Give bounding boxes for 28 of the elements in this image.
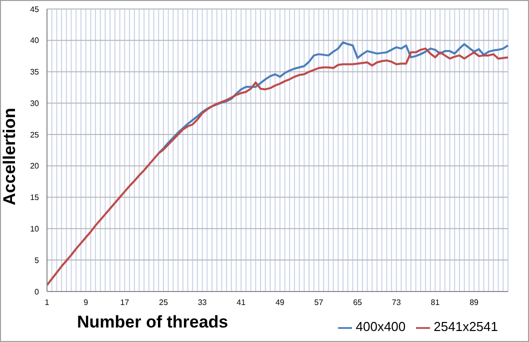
x-tick-label: 1 <box>44 298 50 308</box>
y-tick-label: 35 <box>30 68 40 77</box>
y-tick-label: 0 <box>34 287 40 296</box>
x-tick-label: 73 <box>392 298 402 308</box>
x-tick-label: 41 <box>236 298 246 308</box>
x-axis-title: Number of threads <box>77 312 228 332</box>
x-tick-label: 57 <box>314 298 324 308</box>
y-tick-label: 10 <box>30 224 40 234</box>
y-tick-label: 45 <box>30 4 40 14</box>
x-tick-label: 81 <box>430 298 440 308</box>
x-tick-label: 89 <box>470 298 480 308</box>
x-tick-label: 33 <box>198 298 208 308</box>
line-series <box>46 48 509 286</box>
legend-label: 400x400 <box>356 319 406 334</box>
legend-label: 2541x2541 <box>434 319 498 334</box>
y-tick-label: 30 <box>30 98 40 108</box>
y-axis-title: Accellertion <box>0 108 20 206</box>
y-tick-label: 5 <box>34 256 40 265</box>
line-series <box>158 41 509 154</box>
x-tick-label: 9 <box>84 298 89 308</box>
x-tick-label: 17 <box>120 298 130 308</box>
x-tick-label: 65 <box>353 298 363 308</box>
y-tick-label: 15 <box>30 193 40 202</box>
x-tick-label: 49 <box>275 298 285 308</box>
y-tick-label: 40 <box>30 36 40 46</box>
y-tick-label: 25 <box>30 130 40 140</box>
x-tick-label: 25 <box>159 298 168 308</box>
y-tick-label: 20 <box>30 162 40 171</box>
